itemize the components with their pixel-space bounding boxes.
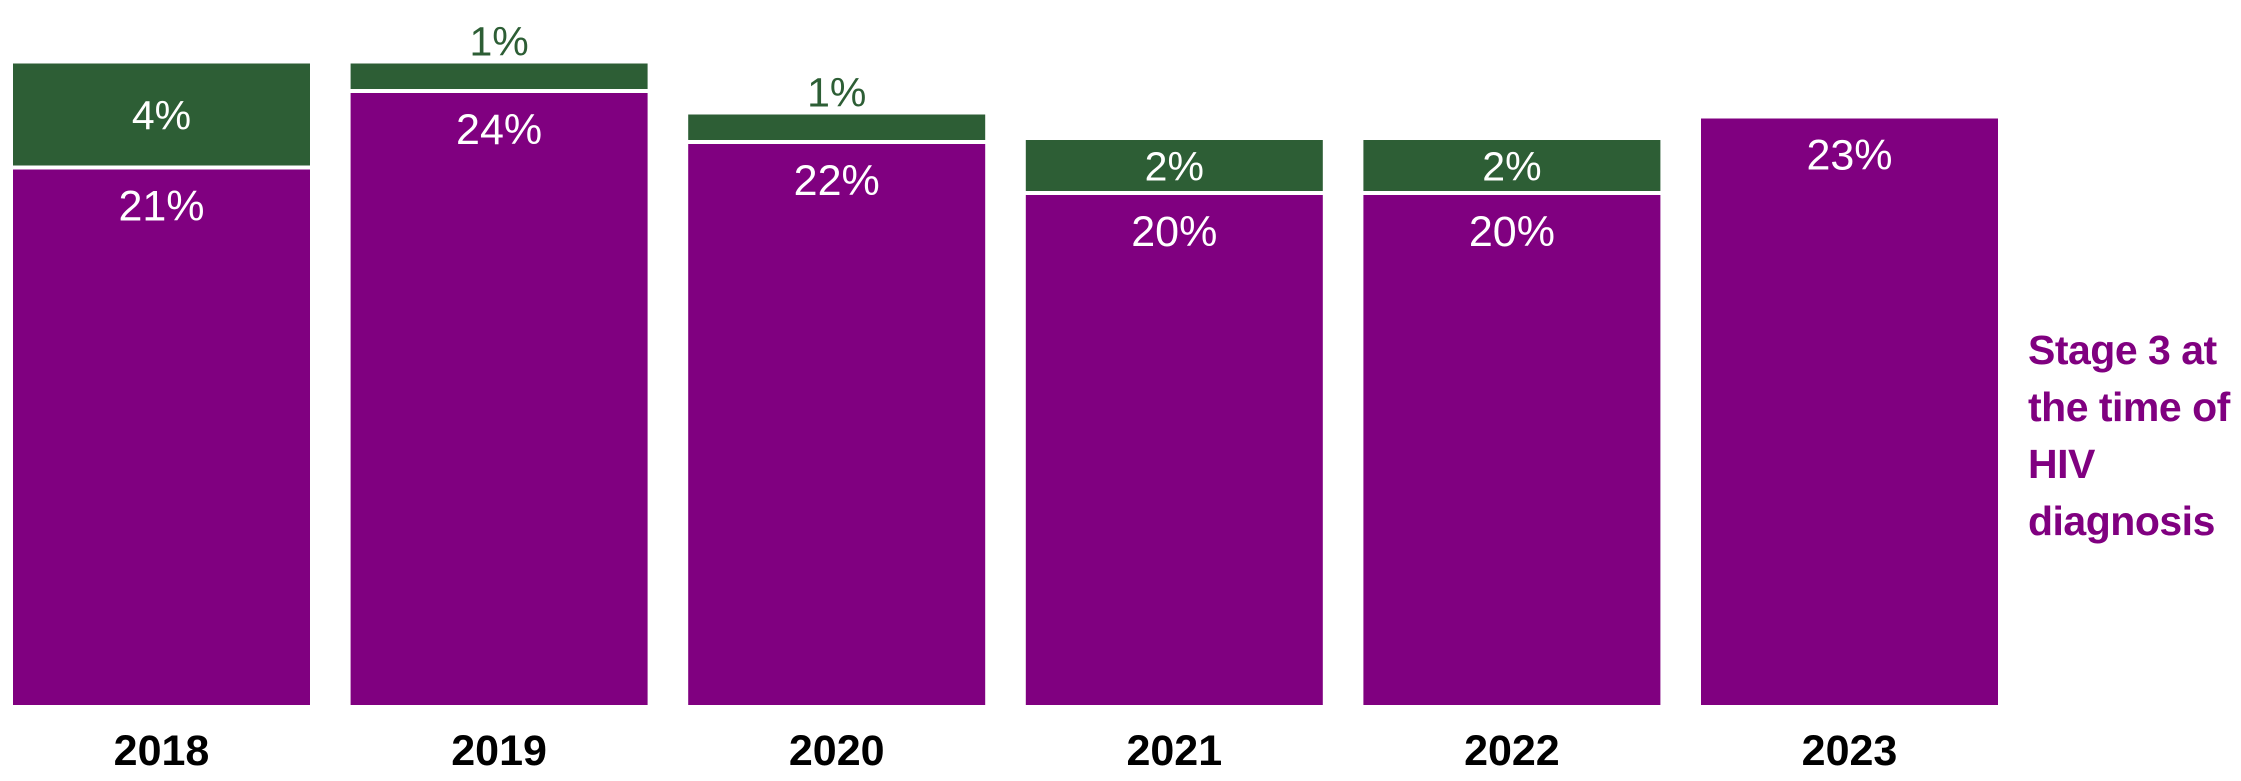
bar-2022-stage3 <box>1363 195 1661 705</box>
bar-2019-stage3 <box>350 93 648 705</box>
bar-2021-segment-2 <box>1025 140 1323 191</box>
legend-line-4: diagnosis <box>2028 498 2215 544</box>
bar-2020-stage3 <box>688 144 986 705</box>
legend-line-1: Stage 3 at <box>2028 327 2217 373</box>
data-label-2022-segment-2: 2% <box>1482 144 1541 190</box>
bar-2021-stage3 <box>1025 195 1323 705</box>
data-label-2022-stage3: 20% <box>1469 208 1555 256</box>
data-label-2018-stage3: 21% <box>118 183 204 231</box>
bar-2020-segment-2 <box>688 114 986 140</box>
bar-2018-stage3 <box>13 169 310 705</box>
bar-2022-segment-2 <box>1363 140 1661 191</box>
data-label-2020-stage3: 22% <box>794 157 880 205</box>
data-label-2021-stage3: 20% <box>1131 208 1217 256</box>
x-tick-label-2020: 2020 <box>789 727 885 775</box>
bar-2019-segment-2 <box>350 63 648 89</box>
series-legend-label: Stage 3 at the time of HIV diagnosis <box>2028 322 2233 550</box>
x-tick-label-2019: 2019 <box>451 727 547 775</box>
x-tick-label-2023: 2023 <box>1802 727 1898 775</box>
data-label-2018-segment-2: 4% <box>132 93 191 139</box>
data-label-2023-stage3: 23% <box>1806 132 1892 180</box>
x-tick-label-2022: 2022 <box>1464 727 1560 775</box>
legend-line-3: HIV <box>2028 441 2095 487</box>
x-tick-label-2021: 2021 <box>1126 727 1222 775</box>
legend-line-2: the time of <box>2028 384 2230 430</box>
bar-2023-stage3 <box>1701 118 1998 705</box>
data-label-2019-segment-2: 1% <box>469 19 528 65</box>
data-label-2019-stage3: 24% <box>456 106 542 154</box>
data-label-2021-segment-2: 2% <box>1145 144 1204 190</box>
bar-2018-segment-2 <box>13 63 310 166</box>
x-tick-label-2018: 2018 <box>114 727 210 775</box>
data-label-2020-segment-2: 1% <box>807 70 866 116</box>
